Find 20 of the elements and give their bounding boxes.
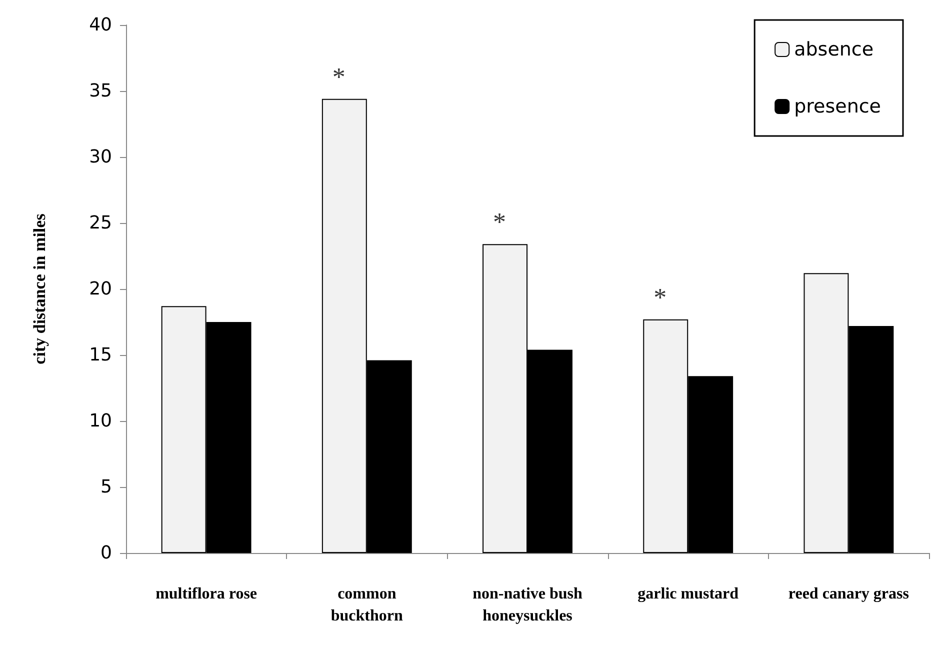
legend-label: presence — [794, 96, 882, 118]
y-tick-label: 15 — [89, 344, 112, 366]
annotation: * — [332, 62, 346, 92]
x-tick-label: reed canary grass — [788, 586, 909, 602]
y-tick-label: 0 — [100, 542, 112, 564]
y-tick-label: 25 — [89, 212, 112, 234]
annotation: * — [654, 282, 667, 312]
y-tick-label: 5 — [100, 476, 112, 498]
legend-label: absence — [794, 38, 874, 60]
x-tick-label: multiflora rose — [156, 586, 258, 602]
x-tick-label: common buckthorn — [330, 586, 404, 624]
y-tick-label: 20 — [89, 278, 112, 300]
y-axis-title: city distance in miles — [30, 213, 49, 364]
y-tick-label: 10 — [89, 410, 112, 432]
x-tick-label: garlic mustard — [638, 586, 739, 602]
x-tick-label: non-native bush honeysuckles — [472, 586, 583, 624]
y-tick-label: 40 — [89, 14, 112, 36]
y-tick-label: 35 — [89, 80, 112, 102]
y-tick-label: 30 — [89, 146, 112, 168]
annotation: * — [493, 208, 506, 237]
